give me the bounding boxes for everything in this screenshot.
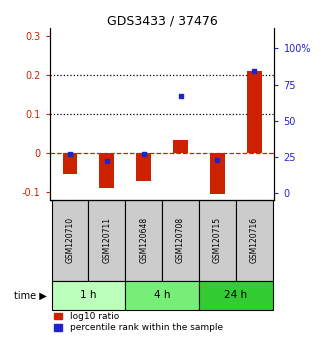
- Bar: [100, 153, 114, 188]
- Point: [67, 152, 73, 157]
- Bar: [173, 141, 188, 153]
- Text: time ▶: time ▶: [14, 290, 47, 301]
- Text: GSM120711: GSM120711: [102, 217, 111, 263]
- Bar: [162, 200, 199, 281]
- Bar: [247, 71, 262, 153]
- Bar: [199, 200, 236, 281]
- Legend: log10 ratio, percentile rank within the sample: log10 ratio, percentile rank within the …: [54, 312, 223, 332]
- Text: GSM120648: GSM120648: [139, 217, 148, 263]
- Bar: [125, 200, 162, 281]
- Text: GSM120715: GSM120715: [213, 217, 222, 263]
- Point: [104, 159, 109, 164]
- Bar: [125, 281, 199, 310]
- Text: GSM120716: GSM120716: [250, 217, 259, 263]
- Bar: [236, 200, 273, 281]
- Title: GDS3433 / 37476: GDS3433 / 37476: [107, 14, 218, 27]
- Text: GSM120710: GSM120710: [65, 217, 74, 263]
- Bar: [52, 281, 125, 310]
- Text: 4 h: 4 h: [154, 290, 170, 301]
- Bar: [63, 153, 77, 174]
- Bar: [136, 153, 151, 181]
- Bar: [199, 281, 273, 310]
- Text: 1 h: 1 h: [80, 290, 97, 301]
- Point: [215, 157, 220, 163]
- Point: [141, 152, 146, 157]
- Text: 24 h: 24 h: [224, 290, 247, 301]
- Bar: [52, 200, 88, 281]
- Bar: [88, 200, 125, 281]
- Bar: [210, 153, 225, 194]
- Point: [252, 69, 257, 74]
- Text: GSM120708: GSM120708: [176, 217, 185, 263]
- Point: [178, 93, 183, 99]
